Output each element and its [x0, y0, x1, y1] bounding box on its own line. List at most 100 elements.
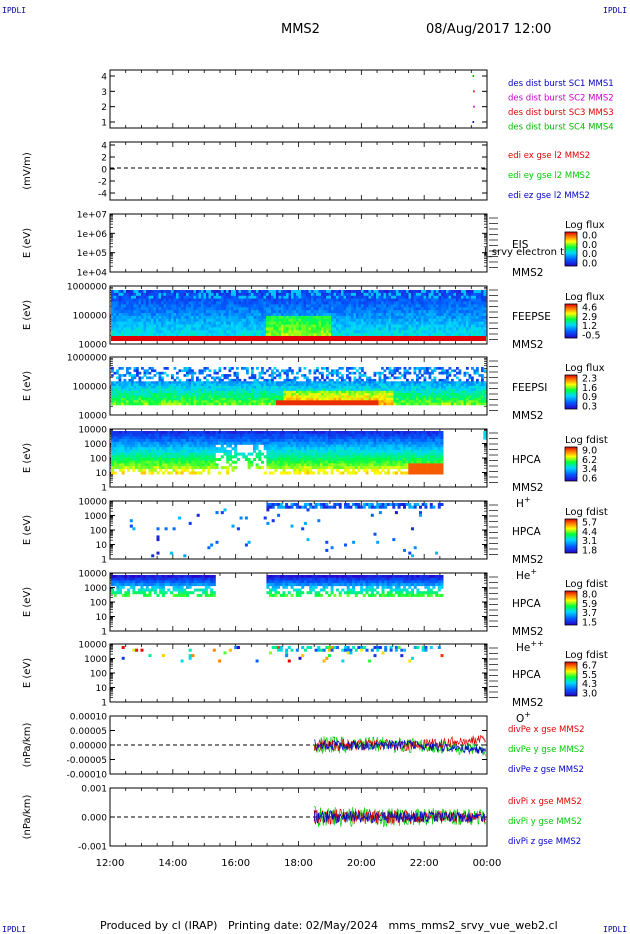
spectrogram-cell: [396, 304, 399, 308]
spectrogram-cell: [341, 333, 344, 337]
spectrogram-cell: [463, 324, 467, 328]
spectrogram-cell: [168, 395, 172, 399]
spectrogram-cell: [236, 304, 239, 308]
spectrogram-cell: [221, 307, 224, 311]
spectrogram-cell: [126, 369, 129, 373]
spectrogram-cell: [383, 313, 387, 317]
spectrogram-cell: [323, 381, 327, 384]
spectrogram-cell: [313, 315, 317, 320]
spectrogram-cell: [306, 395, 309, 399]
spectrogram-cell: [323, 390, 327, 394]
spectrogram-cell: [208, 330, 212, 334]
spectrogram-cell: [196, 324, 199, 328]
spectrogram-cell: [321, 376, 324, 380]
spectrogram-cell: [351, 304, 354, 308]
spectrogram-cell: [376, 400, 379, 403]
spectrogram-cell: [458, 383, 462, 387]
spectrogram-cell: [316, 397, 319, 401]
spectrogram-cell: [216, 295, 219, 299]
spectrogram-cell: [146, 369, 149, 373]
spectrogram-cell: [171, 397, 174, 401]
spectrogram-cell: [243, 386, 247, 389]
spectrogram-cell: [458, 371, 462, 375]
spectrogram-cell: [211, 383, 214, 387]
spectrogram-cell: [266, 290, 269, 294]
spectrogram-cell: [298, 400, 302, 403]
spectrogram-cell: [198, 295, 202, 299]
spectrogram-cell: [351, 327, 354, 331]
spectrogram-cell: [156, 400, 159, 403]
spectrogram-cell: [133, 369, 137, 373]
spectrogram-cell: [161, 304, 164, 308]
spectrogram-cell: [266, 378, 269, 382]
spectrogram-cell: [313, 369, 317, 373]
y-tick-label: 1: [101, 484, 107, 494]
spectrogram-cell: [421, 324, 424, 328]
spectrogram-cell: [398, 383, 402, 387]
spectrogram-cell: [161, 307, 164, 311]
spectrogram-cell: [413, 333, 417, 337]
spectrogram-cell: [116, 318, 119, 322]
spectrogram-cell: [328, 330, 332, 334]
spectrogram-cell: [378, 371, 382, 375]
spectrogram-cell: [358, 381, 362, 384]
spectrogram-cell: [186, 367, 189, 370]
spectrogram-cell: [396, 310, 399, 314]
spectrogram-cell: [271, 369, 274, 373]
spectrogram-cell: [238, 304, 242, 308]
spectrogram-cell: [303, 333, 307, 337]
spectrogram-cell: [481, 369, 484, 373]
spectrogram-cell: [218, 397, 222, 401]
spectrogram-cell: [181, 330, 184, 334]
spectrogram-cell: [481, 313, 484, 317]
spectrogram-cell: [253, 310, 257, 314]
spectrogram-cell: [473, 383, 477, 387]
spectrogram-cell: [186, 388, 189, 392]
spectrogram-cell: [333, 388, 337, 392]
spectrogram-cell: [273, 376, 277, 380]
spectrogram-cell: [216, 381, 219, 384]
spectrogram-cell: [206, 292, 209, 297]
spectrogram-cell: [151, 369, 154, 373]
spectrogram-cell: [383, 388, 387, 392]
spectrogram-cell: [346, 321, 349, 325]
spectrogram-cell: [321, 330, 324, 334]
spectrogram-cell: [441, 383, 444, 387]
spectrogram-cell: [351, 371, 354, 375]
spectrogram-cell: [451, 310, 454, 314]
spectrogram-cell: [378, 388, 382, 392]
spectrogram-cell: [418, 327, 422, 331]
spectrogram-cell: [233, 400, 237, 403]
spectrogram-cell: [308, 402, 312, 406]
spectrogram-cell: [436, 315, 439, 320]
spectrogram-cell: [476, 295, 479, 299]
spectrogram-cell: [333, 321, 337, 325]
spectrogram-cell: [316, 321, 319, 325]
spectrogram-cell: [483, 397, 487, 401]
legend-entry: des dist burst SC2 MMS2: [508, 94, 614, 104]
spectrogram-cell: [438, 397, 442, 401]
spectrogram-cell: [426, 310, 429, 314]
spectrogram-cell: [118, 402, 122, 406]
spectrogram-cell: [153, 381, 157, 384]
spectrogram-cell: [146, 304, 149, 308]
spectrogram-cell: [293, 393, 297, 396]
colorbar: [564, 303, 578, 339]
spectrogram-cell: [408, 327, 412, 331]
spectrogram-cell: [343, 378, 347, 382]
spectrogram-cell: [413, 390, 417, 394]
spectrogram-cell: [263, 386, 267, 389]
y-tick-label: 10000: [78, 426, 107, 436]
spectrogram-cell: [273, 381, 277, 384]
spectrogram-cell: [416, 397, 419, 401]
spectrogram-cell: [223, 376, 227, 380]
spectrogram-cell: [266, 383, 269, 387]
spectrogram-cell: [296, 321, 299, 325]
spectrogram-cell: [266, 402, 269, 406]
spectrogram-cell: [251, 395, 254, 399]
spectrogram-cell: [341, 383, 344, 387]
spectrogram-cell: [268, 321, 272, 325]
spectrogram-cell: [466, 327, 469, 331]
spectrogram-cell: [183, 390, 187, 394]
spectrogram-cell: [426, 333, 429, 337]
